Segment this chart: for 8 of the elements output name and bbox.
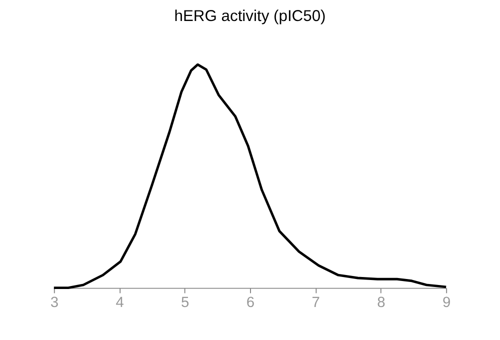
x-tick-label: 7 <box>312 294 320 311</box>
x-tick-label: 3 <box>50 294 58 311</box>
chart-title: hERG activity (pIC50) <box>174 8 326 26</box>
x-tick-label: 9 <box>442 294 451 311</box>
x-tick-label: 5 <box>181 294 190 311</box>
x-tick-label: 8 <box>377 294 386 311</box>
x-tick-label: 6 <box>246 294 255 311</box>
x-tick-label: 4 <box>116 294 124 311</box>
